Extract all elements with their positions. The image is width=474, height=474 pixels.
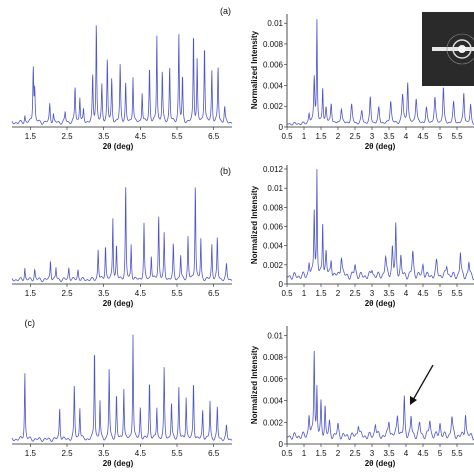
y-tick-label: 0 bbox=[279, 440, 284, 449]
y-tick-label: 0.01 bbox=[267, 331, 283, 340]
y-tick-label: 0.01 bbox=[267, 184, 283, 193]
x-tick-label: 2.5 bbox=[349, 449, 361, 458]
x-tick-label: 1 bbox=[302, 449, 307, 458]
x-tick-label: 1.5 bbox=[25, 289, 37, 298]
x-tick-label: 2.5 bbox=[61, 449, 73, 458]
panel-label-c: (c) bbox=[25, 318, 36, 328]
x-tick-label: 2.5 bbox=[349, 132, 361, 141]
spectrum-line bbox=[11, 334, 233, 442]
x-tick-label: 3.5 bbox=[98, 289, 110, 298]
y-tick-label: 0.012 bbox=[263, 165, 284, 174]
x-tick-label: 2 bbox=[336, 289, 341, 298]
x-tick-label: 2.5 bbox=[61, 289, 73, 298]
x-tick-label: 0.5 bbox=[281, 289, 293, 298]
x-tick-label: 6.5 bbox=[208, 289, 220, 298]
x-tick-label: 5.5 bbox=[451, 289, 463, 298]
y-tick-label: 0.002 bbox=[263, 261, 284, 270]
y-tick-label: 0 bbox=[279, 123, 284, 132]
x-tick-label: 3.5 bbox=[383, 449, 395, 458]
x-tick-label: 4 bbox=[404, 132, 409, 141]
x-axis-title: 2θ (deg) bbox=[365, 459, 396, 468]
x-tick-label: 5.5 bbox=[451, 132, 463, 141]
x-tick-label: 1.5 bbox=[315, 289, 327, 298]
x-tick-label: 1 bbox=[302, 289, 307, 298]
x-axis-title: 2θ (deg) bbox=[365, 142, 396, 151]
panel-label-b: (b) bbox=[220, 166, 231, 176]
spectrum-line bbox=[286, 169, 474, 281]
y-tick-label: 0.008 bbox=[263, 353, 284, 362]
x-tick-label: 4.5 bbox=[417, 449, 429, 458]
panel-b-right: 2θ (deg) Normalized Intensity 0.5 1 1.5 2 2.… bbox=[250, 165, 474, 308]
panel-label-a: (a) bbox=[220, 6, 231, 16]
panel-c-right: 2θ (deg) Normalized Intensity 0.5 1 1.5 2 2.… bbox=[250, 326, 474, 468]
y-tick-label: 0.006 bbox=[263, 61, 284, 70]
y-tick-label: 0.004 bbox=[263, 81, 284, 90]
x-axis-title: 2θ (deg) bbox=[103, 299, 134, 308]
x-tick-label: 0.5 bbox=[281, 132, 293, 141]
y-tick-label: 0.006 bbox=[263, 223, 284, 232]
x-tick-label: 1.5 bbox=[25, 449, 37, 458]
x-axis-title: 2θ (deg) bbox=[103, 459, 134, 468]
x-tick-label: 5.5 bbox=[451, 449, 463, 458]
y-tick-label: 0.004 bbox=[263, 397, 284, 406]
x-tick-label: 4 bbox=[404, 449, 409, 458]
x-tick-label: 4.5 bbox=[417, 289, 429, 298]
y-tick-label: 0.004 bbox=[263, 242, 284, 251]
y-tick-label: 0.002 bbox=[263, 418, 284, 427]
x-tick-label: 3.5 bbox=[383, 132, 395, 141]
x-tick-label: 1 bbox=[302, 132, 307, 141]
spectrum-line bbox=[286, 351, 474, 441]
x-tick-label: 4.5 bbox=[135, 449, 147, 458]
x-tick-label: 4 bbox=[404, 289, 409, 298]
y-tick-label: 0.01 bbox=[267, 19, 283, 28]
y-tick-label: 0.002 bbox=[263, 102, 284, 111]
y-axis-title: Normalized Intensity bbox=[250, 30, 259, 109]
x-tick-label: 5 bbox=[438, 449, 443, 458]
spectrum-line bbox=[11, 25, 233, 125]
panel-c-left: (c) 2θ (deg) 1.5 2.5 3.5 4.5 5.5 6.5 bbox=[11, 318, 233, 468]
x-tick-label: 2 bbox=[336, 449, 341, 458]
x-tick-label: 5.5 bbox=[171, 449, 183, 458]
x-tick-label: 3.5 bbox=[98, 449, 110, 458]
y-axis-title: Normalized Intensity bbox=[250, 345, 259, 424]
x-tick-label: 3.5 bbox=[98, 132, 110, 141]
x-tick-label: 3 bbox=[370, 132, 375, 141]
y-tick-label: 0.006 bbox=[263, 375, 284, 384]
x-axis-title: 2θ (deg) bbox=[365, 299, 396, 308]
x-tick-label: 4.5 bbox=[417, 132, 429, 141]
x-tick-label: 1.5 bbox=[315, 449, 327, 458]
diffraction-pattern-inset bbox=[422, 12, 474, 86]
x-tick-label: 4.5 bbox=[135, 289, 147, 298]
spectrum-line bbox=[11, 187, 233, 283]
panel-a-right: 2θ (deg) Normalized Intensity 0.5 1 1.5 2 2.… bbox=[250, 12, 474, 151]
x-tick-label: 4.5 bbox=[135, 132, 147, 141]
y-tick-label: 0.008 bbox=[263, 40, 284, 49]
x-tick-label: 2.5 bbox=[349, 289, 361, 298]
y-tick-label: 0 bbox=[279, 280, 284, 289]
x-tick-label: 5 bbox=[438, 289, 443, 298]
x-tick-label: 6.5 bbox=[208, 449, 220, 458]
x-tick-label: 3 bbox=[370, 449, 375, 458]
panel-b-left: (b) 2θ (deg) 1.5 2.5 3.5 4.5 5.5 6.5 bbox=[11, 166, 233, 308]
spectrum-line bbox=[286, 19, 474, 126]
y-axis-title: Normalized Intensity bbox=[250, 185, 259, 264]
x-tick-label: 5.5 bbox=[171, 289, 183, 298]
x-tick-label: 1.5 bbox=[315, 132, 327, 141]
annotation-arrow bbox=[410, 364, 434, 405]
x-tick-label: 6.5 bbox=[208, 132, 220, 141]
x-axis-title: 2θ (deg) bbox=[103, 142, 134, 151]
x-tick-label: 2 bbox=[336, 132, 341, 141]
x-tick-label: 2.5 bbox=[61, 132, 73, 141]
y-tick-label: 0.008 bbox=[263, 203, 284, 212]
x-tick-label: 5.5 bbox=[171, 132, 183, 141]
x-tick-label: 3 bbox=[370, 289, 375, 298]
panel-a-left: (a) 2θ (deg) 1.5 2.5 3.5 4.5 5.5 6.5 bbox=[11, 6, 233, 151]
x-tick-label: 0.5 bbox=[281, 449, 293, 458]
x-tick-label: 5 bbox=[438, 132, 443, 141]
x-tick-label: 1.5 bbox=[25, 132, 37, 141]
x-tick-label: 3.5 bbox=[383, 289, 395, 298]
